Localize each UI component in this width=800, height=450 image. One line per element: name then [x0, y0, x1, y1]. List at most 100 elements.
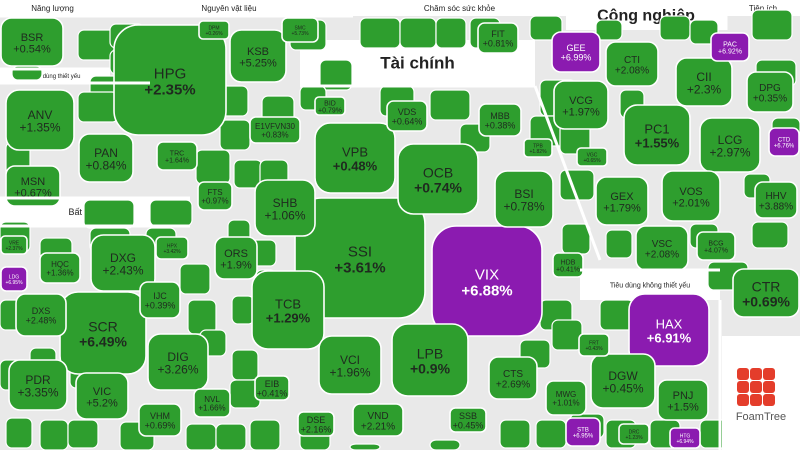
tile-ticker: DRC: [629, 430, 640, 436]
tile-trc: TRC+1.64%: [156, 141, 198, 171]
tile-shape: [318, 335, 382, 395]
tile-shape: [710, 32, 750, 62]
tile-shape: [488, 356, 538, 400]
tile-shape: [478, 103, 522, 137]
tile-hax: HAX+6.91%: [628, 293, 710, 367]
tile-change: +2.08%: [615, 66, 649, 77]
tile-vcg: VCG+1.97%: [553, 80, 609, 130]
tile-ticker: TPB: [533, 144, 543, 150]
tile-pdr: PDR+3.35%: [8, 359, 68, 411]
logo-mark-icon: [737, 368, 749, 380]
tile-pan: PAN+0.84%: [78, 133, 134, 183]
sector-label: Tài chính: [380, 53, 455, 72]
tile-cti: CTI+2.08%: [605, 41, 659, 87]
tile-ticker: FTS: [207, 188, 222, 197]
sector-label: Tiêu dùng thiết yếu: [30, 74, 81, 80]
tile-vsc: VSC+2.08%: [635, 225, 689, 271]
tile-eib: EIB+0.41%: [254, 375, 290, 401]
tile-change: +0.64%: [392, 117, 423, 127]
tile-dxg: DXG+2.43%: [90, 234, 156, 292]
tile-tcb: TCB+1.29%: [251, 270, 325, 350]
tile-shape: [618, 423, 650, 445]
tile-change: +0.67%: [14, 187, 52, 199]
tile-shape: [314, 122, 396, 194]
tile-change: +1.5%: [667, 401, 699, 413]
tile-fts: FTS+0.97%: [197, 181, 233, 211]
sector-header-nguyen-vat-lieu: [105, 0, 353, 16]
tile-frt: FRT+0.43%: [578, 333, 610, 357]
tile-change: +2.08%: [645, 250, 679, 261]
sector-label: Tiêu dùng không thiết yếu: [610, 280, 690, 289]
tile-change: +0.45%: [453, 421, 484, 431]
tile-stb: STB+6.95%: [565, 417, 601, 447]
tile-change: +1.79%: [603, 202, 641, 214]
tile-shape: [397, 143, 479, 215]
tile-ticker: BSR: [21, 32, 44, 44]
filler-tile: [215, 423, 247, 450]
tile-ticker: GEE: [566, 43, 585, 53]
tile-change: +0.84%: [85, 158, 126, 172]
tile-gex: GEX+1.79%: [595, 176, 649, 226]
tile-ticker: DXG: [110, 251, 136, 265]
tile-ticker: MBB: [490, 111, 510, 121]
filler-tile: [751, 9, 793, 41]
tile-scr: SCR+6.49%: [59, 291, 147, 375]
tile-mwg: MWG+1.01%: [545, 380, 587, 416]
tile-change: +6.49%: [79, 333, 127, 349]
tile-ticker: DSE: [307, 415, 326, 425]
tile-shape: [595, 176, 649, 226]
tile-ticker: SSB: [459, 411, 477, 421]
tile-change: +2.37%: [5, 246, 23, 252]
tile-ticker: HQC: [51, 260, 69, 269]
tile-ticker: BID: [324, 100, 336, 107]
tile-ctd: CTD+6.76%: [768, 127, 800, 157]
tile-pac: PAC+6.92%: [710, 32, 750, 62]
tile-change: +0.79%: [318, 108, 342, 115]
tile-change: +0.65%: [583, 158, 601, 164]
tile-ticker: HDB: [561, 259, 576, 266]
filler-tile: [185, 423, 217, 450]
tile-shape: [623, 104, 691, 166]
tile-ticker: VOS: [679, 186, 702, 198]
tile-ticker: DXS: [32, 306, 51, 316]
tile-vgc: VGC+0.65%: [576, 147, 608, 167]
tile-change: +6.95%: [5, 280, 23, 286]
tile-ticker: CTI: [624, 55, 640, 66]
tile-ticker: VGC: [587, 153, 598, 159]
tile-ticker: CTS: [503, 369, 523, 380]
tile-shape: [8, 359, 68, 411]
tile-shape: [628, 293, 710, 367]
tile-vix: VIX+6.88%: [431, 225, 543, 337]
tile-ticker: GEX: [610, 191, 634, 203]
tile-vhm: VHM+0.69%: [138, 403, 182, 437]
tile-change: +0.54%: [13, 43, 51, 55]
tile-bsr: BSR+0.54%: [0, 17, 64, 67]
tile-ticker: VSC: [652, 239, 673, 250]
logo-mark-icon: [763, 394, 775, 406]
tile-change: +5.73%: [291, 31, 309, 37]
tile-change: +2.43%: [102, 263, 143, 277]
filler-tile: [529, 15, 563, 41]
tile-ticker: SCR: [88, 319, 118, 335]
tile-drc: DRC+1.23%: [618, 423, 650, 445]
tile-change: +6.99%: [561, 53, 592, 63]
filler-tile: [561, 223, 591, 255]
tile-ticker: IJC: [153, 291, 167, 301]
tile-change: +0.9%: [410, 360, 451, 376]
tile-ssb: SSB+0.45%: [449, 407, 487, 433]
tile-shape: [754, 181, 798, 219]
logo-mark-icon: [737, 381, 749, 393]
sector-label: Chăm sóc sức khỏe: [424, 4, 496, 13]
filler-tile: [231, 349, 259, 381]
tile-shape: [156, 141, 198, 171]
tile-change: +3.35%: [17, 385, 58, 399]
tile-hpx: HPX+3.42%: [155, 236, 189, 260]
tile-change: +1.64%: [165, 158, 189, 165]
tile-bid: BID+0.79%: [314, 96, 346, 116]
tile-shape: [391, 323, 469, 397]
tile-htg: HTG+6.94%: [669, 427, 701, 449]
tile-ticker: PAN: [94, 146, 118, 160]
tile-shape: [732, 268, 800, 318]
filler-tile: [751, 221, 789, 249]
